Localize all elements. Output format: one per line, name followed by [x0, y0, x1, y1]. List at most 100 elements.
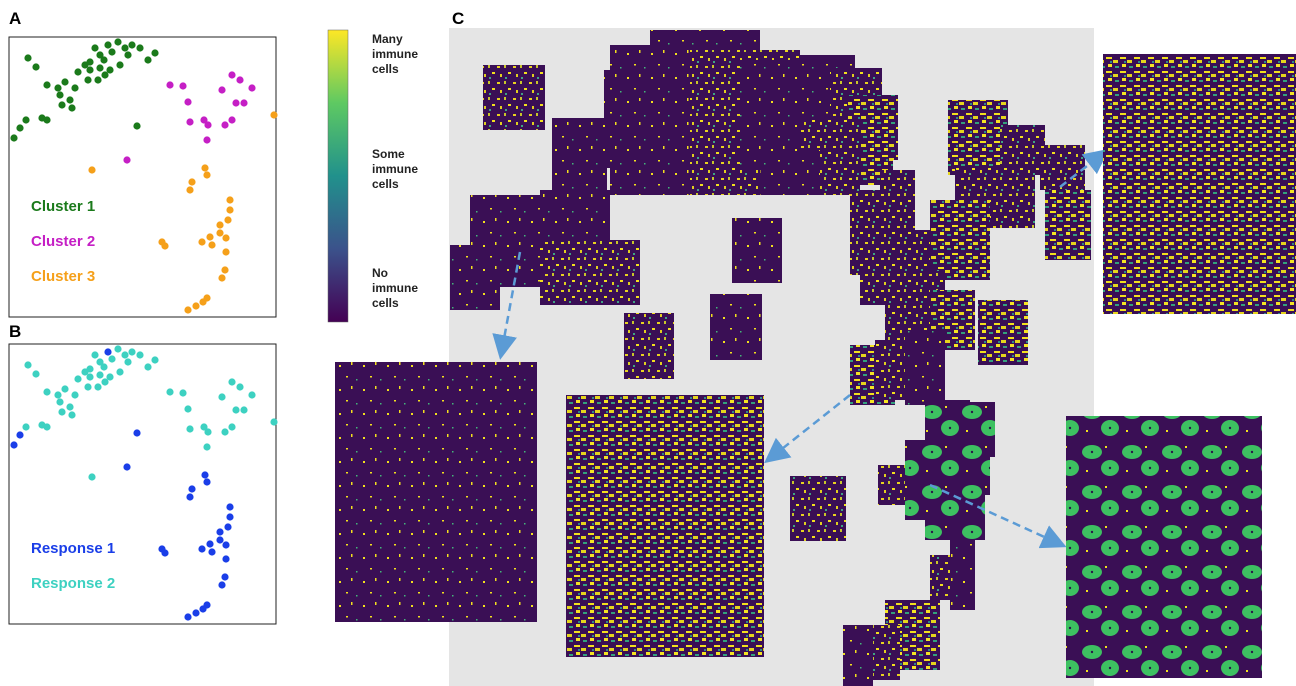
scatter-point	[58, 408, 65, 415]
scatter-point	[186, 118, 193, 125]
scatter-point	[74, 68, 81, 75]
scatter-point	[133, 429, 140, 436]
panel-label: C	[452, 9, 464, 28]
tissue-tile	[588, 245, 628, 305]
scatter-point	[24, 361, 31, 368]
scatter-point	[68, 104, 75, 111]
scatter-point	[106, 66, 113, 73]
scatter-point	[10, 134, 17, 141]
tissue-tile	[978, 300, 1028, 365]
scatter-point	[43, 81, 50, 88]
scatter-point	[204, 121, 211, 128]
scatter-point	[54, 391, 61, 398]
scatter-point	[201, 471, 208, 478]
scatter-point	[116, 61, 123, 68]
scatter-point	[121, 351, 128, 358]
scatter-point	[61, 385, 68, 392]
scatter-point	[198, 545, 205, 552]
scatter-point	[203, 443, 210, 450]
scatter-point	[71, 391, 78, 398]
scatter-point	[66, 96, 73, 103]
scatter-point	[186, 186, 193, 193]
tissue-tile	[950, 540, 975, 610]
scatter-point	[216, 528, 223, 535]
tissue-tile	[905, 330, 945, 405]
tissue-tile	[955, 450, 990, 495]
scatter-point	[228, 116, 235, 123]
tissue-tile	[843, 625, 873, 686]
scatter-point	[151, 356, 158, 363]
scatter-point	[116, 368, 123, 375]
scatter-point	[88, 166, 95, 173]
scatter-point	[232, 406, 239, 413]
scatter-point	[248, 84, 255, 91]
scatter-point	[248, 391, 255, 398]
scatter-point	[136, 44, 143, 51]
tissue-tile	[790, 476, 846, 541]
scatter-point	[222, 234, 229, 241]
scatter-point	[128, 348, 135, 355]
panel-label: A	[9, 9, 21, 28]
scatter-point	[232, 99, 239, 106]
scatter-point	[203, 171, 210, 178]
scatter-point	[123, 463, 130, 470]
colorbar	[328, 30, 348, 322]
tissue-tile	[930, 200, 990, 280]
zoom-inset	[335, 362, 537, 622]
scatter-point	[10, 441, 17, 448]
scatter-point	[236, 76, 243, 83]
tissue-tile	[1045, 190, 1091, 260]
scatter-point	[16, 124, 23, 131]
scatter-point	[228, 71, 235, 78]
scatter-point	[188, 485, 195, 492]
scatter-point	[123, 156, 130, 163]
scatter-point	[186, 425, 193, 432]
scatter-point	[218, 86, 225, 93]
scatter-point	[222, 248, 229, 255]
scatter-point	[216, 536, 223, 543]
scatter-point	[228, 423, 235, 430]
scatter-point	[74, 375, 81, 382]
scatter-point	[32, 370, 39, 377]
scatter-point	[188, 178, 195, 185]
scatter-point	[216, 229, 223, 236]
scatter-point	[91, 351, 98, 358]
scatter-point	[236, 383, 243, 390]
legend-label: Cluster 2	[31, 233, 95, 250]
tissue-tile	[760, 150, 820, 195]
panel-label: B	[9, 322, 21, 341]
scatter-point	[43, 388, 50, 395]
scatter-point	[124, 51, 131, 58]
scatter-point	[201, 164, 208, 171]
scatter-point	[43, 116, 50, 123]
tissue-tile	[540, 190, 610, 245]
scatter-point	[218, 274, 225, 281]
scatter-point	[144, 56, 151, 63]
scatter-point	[184, 306, 191, 313]
scatter-point	[226, 196, 233, 203]
scatter-chart: Response 1Response 2	[9, 344, 278, 624]
tissue-tile	[624, 313, 674, 379]
scatter-point	[179, 82, 186, 89]
scatter-point	[184, 98, 191, 105]
colorbar-label: No immune cells	[372, 266, 432, 311]
scatter-point	[203, 478, 210, 485]
scatter-point	[240, 99, 247, 106]
tissue-tile	[960, 402, 995, 457]
scatter-point	[216, 221, 223, 228]
scatter-point	[22, 423, 29, 430]
scatter-point	[199, 605, 206, 612]
scatter-point	[86, 66, 93, 73]
scatter-point	[104, 41, 111, 48]
scatter-point	[84, 383, 91, 390]
scatter-point	[108, 48, 115, 55]
scatter-point	[24, 54, 31, 61]
scatter-point	[68, 411, 75, 418]
tissue-tile	[710, 294, 762, 360]
scatter-point	[86, 58, 93, 65]
scatter-point	[54, 84, 61, 91]
scatter-point	[94, 76, 101, 83]
scatter-point	[96, 64, 103, 71]
figure: A B C Cluster 1Cluster 2Cluster 3Respons…	[0, 0, 1296, 686]
scatter-point	[184, 613, 191, 620]
